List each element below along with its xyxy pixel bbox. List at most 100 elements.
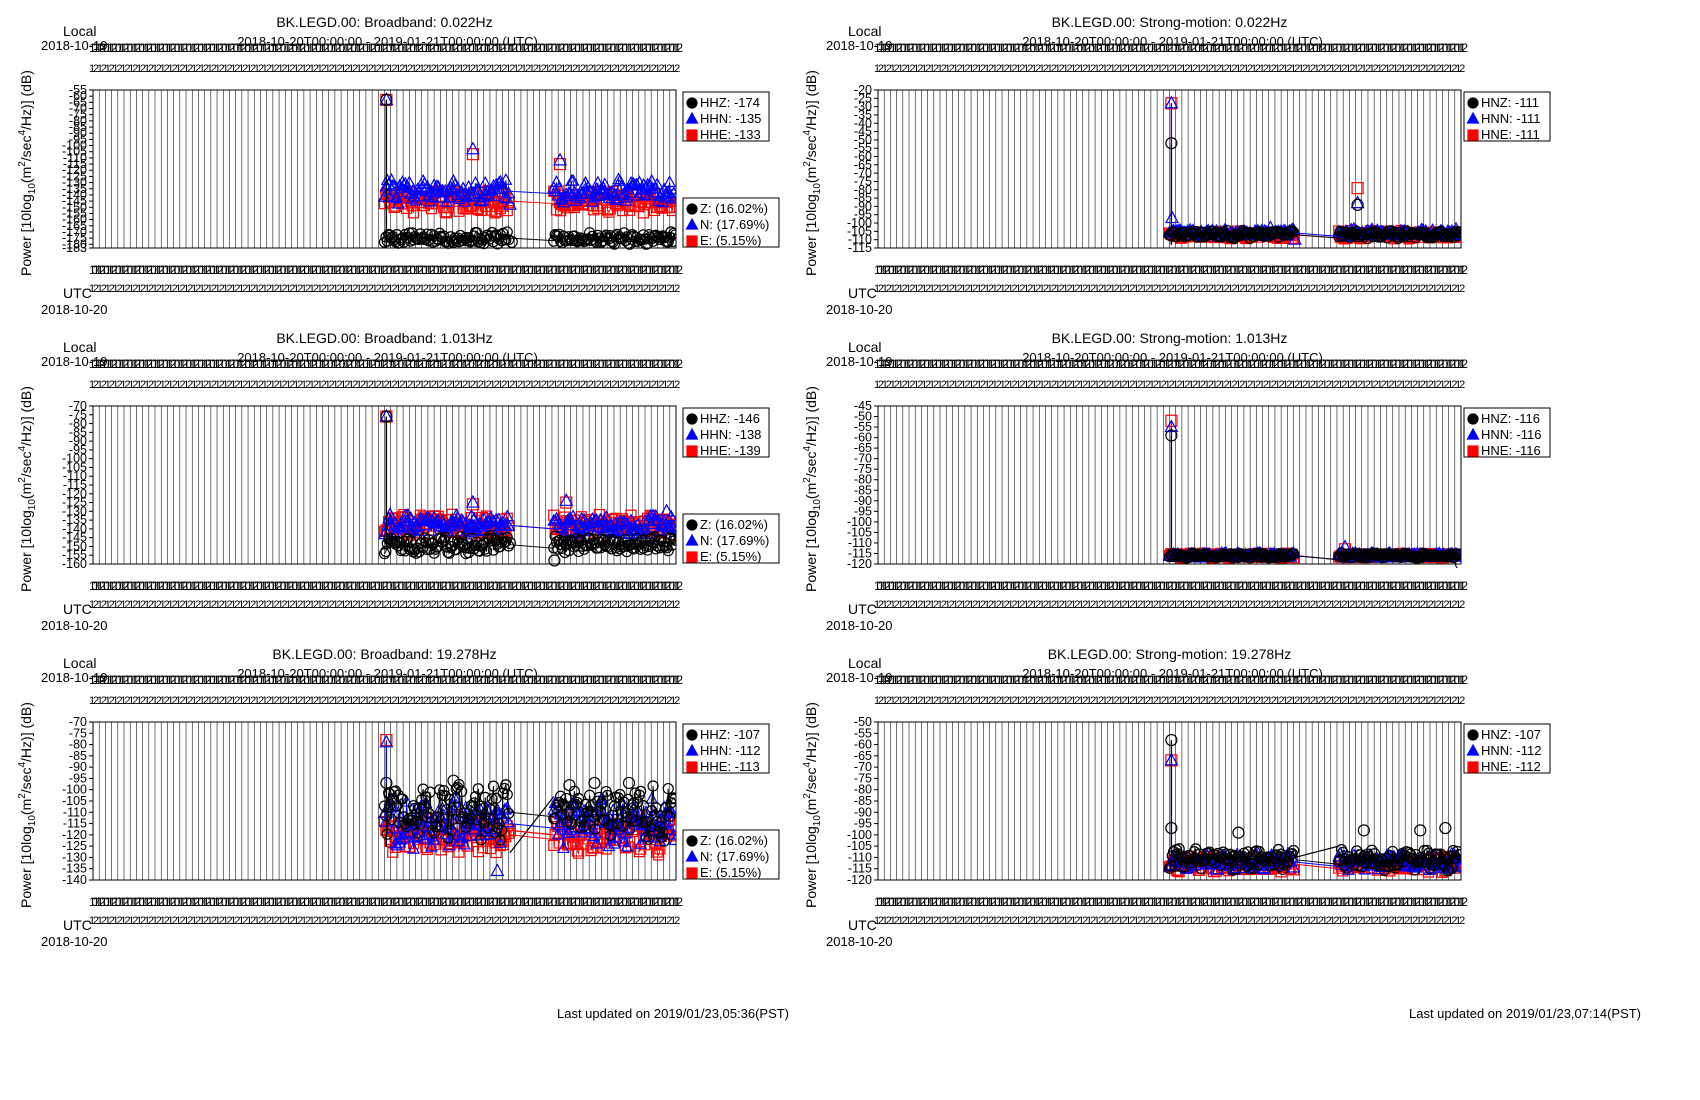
data-point (501, 205, 513, 217)
date-tick-label: 2 (1404, 63, 1410, 75)
date-tick-label: 12 (285, 263, 294, 277)
date-tick-label: 2 (93, 283, 99, 295)
date-tick-label: 2 (894, 283, 900, 295)
date-tick-label: 11 (588, 263, 597, 277)
date-tick-label: 2 (1066, 283, 1072, 295)
date-tick-label: 12 (321, 41, 330, 55)
legend-marker (685, 217, 699, 230)
date-tick-label: 2 (658, 283, 664, 295)
date-tick-label: 1 (332, 283, 338, 295)
date-tick-label: 12 (1188, 41, 1197, 55)
date-tick-label: 10 (1086, 41, 1095, 55)
date-tick-label: 2 (438, 63, 444, 75)
date-tick-label: 1 (521, 63, 527, 75)
date-tick-label: 10 (242, 263, 251, 277)
date-tick-label: 11 (1172, 263, 1181, 277)
date-tick-label: 10 (1121, 263, 1130, 277)
date-tick-label: 10 (992, 263, 1001, 277)
date-tick-label: 11 (93, 41, 102, 55)
date-tick-label: 2 (187, 283, 193, 295)
date-tick-label: 10 (631, 263, 640, 277)
date-tick-label: 10 (454, 41, 463, 55)
y-tick-label: -115 (63, 157, 87, 171)
date-tick-label: 2 (651, 63, 657, 75)
date-tick-label: 12 (917, 41, 926, 55)
date-tick-label: 2 (407, 63, 413, 75)
date-tick-label: 10 (1039, 263, 1048, 277)
utc-label: UTC (848, 601, 877, 617)
date-tick-label: 11 (340, 263, 349, 277)
date-tick-label: 2 (101, 63, 107, 75)
date-tick-label: 12 (1412, 263, 1421, 277)
date-tick-label: 1 (317, 283, 323, 295)
date-tick-label: 12 (1235, 41, 1244, 55)
date-tick-label: 11 (878, 41, 887, 55)
date-tick-label: 11 (140, 41, 149, 55)
date-tick-label: 11 (1019, 263, 1028, 277)
utc-date: 2018-10-20 (41, 618, 108, 633)
date-tick-label: 2 (572, 63, 578, 75)
date-tick-label: 10 (113, 41, 122, 55)
date-tick-label: 11 (458, 41, 467, 55)
date-tick-label: 12 (203, 41, 212, 55)
date-tick-label: 2 (384, 63, 390, 75)
date-tick-label: 11 (164, 41, 173, 55)
date-tick-label: 1 (1298, 63, 1304, 75)
data-point (666, 235, 676, 248)
legend-label: HHE: -133 (700, 127, 761, 142)
data-point (668, 227, 676, 239)
date-tick-label: 1 (1165, 63, 1171, 75)
date-tick-label: 12 (929, 263, 938, 277)
date-tick-label: 2 (1090, 63, 1096, 75)
date-tick-label: 10 (1110, 263, 1119, 277)
date-tick-label: 2 (1145, 63, 1151, 75)
date-tick-label: 10 (1251, 263, 1260, 277)
date-tick-label: 10 (1039, 41, 1048, 55)
date-tick-label: 12 (544, 263, 553, 277)
date-tick-label: 2 (156, 283, 162, 295)
date-tick-label: 12 (309, 263, 318, 277)
date-tick-label: 11 (588, 41, 597, 55)
date-tick-label: 10 (160, 41, 169, 55)
date-tick-label: 2 (619, 63, 625, 75)
date-tick-label: 1 (960, 283, 966, 295)
date-tick-label: 2 (140, 63, 146, 75)
date-tick-label: 12 (1129, 41, 1138, 55)
data-point (462, 179, 476, 192)
date-tick-label: 1 (482, 283, 488, 295)
date-tick-label: 11 (1302, 41, 1311, 55)
date-tick-label: 1 (175, 63, 181, 75)
date-tick-label: 11 (246, 41, 255, 55)
data-layer (377, 408, 676, 567)
date-tick-label: 11 (423, 41, 432, 55)
date-tick-label: 1 (1220, 63, 1226, 75)
date-tick-label: 1 (325, 283, 331, 295)
date-tick-label: 2 (399, 283, 405, 295)
date-tick-label: 10 (1062, 263, 1071, 277)
date-tick-label: 11 (493, 41, 502, 55)
date-tick-label: 2 (305, 63, 311, 75)
date-tick-label: 11 (658, 263, 667, 277)
data-point (667, 186, 676, 199)
legend-label: HNE: -111 (1481, 127, 1540, 142)
date-tick-label: 2 (941, 63, 947, 75)
date-tick-label: 2 (603, 63, 609, 75)
date-tick-label: 2 (517, 63, 523, 75)
date-tick-label: 2 (1294, 63, 1300, 75)
date-tick-label: 2 (1004, 283, 1010, 295)
date-tick-label: 1 (960, 63, 966, 75)
date-tick-label: 2 (462, 283, 468, 295)
data-point (502, 197, 517, 210)
date-tick-label: 2 (258, 63, 264, 75)
legend-box (682, 197, 780, 248)
date-tick-label: 1 (1408, 63, 1414, 75)
date-tick-label: 10 (466, 263, 475, 277)
date-tick-label: 2 (266, 63, 272, 75)
date-tick-label: 10 (1392, 41, 1401, 55)
date-tick-label: 1 (662, 283, 668, 295)
date-tick-label: 12 (1082, 263, 1091, 277)
date-tick-label: 1 (183, 63, 189, 75)
date-tick-label: 2 (368, 283, 374, 295)
date-tick-label: 1 (560, 283, 566, 295)
date-tick-label: 2 (996, 283, 1002, 295)
